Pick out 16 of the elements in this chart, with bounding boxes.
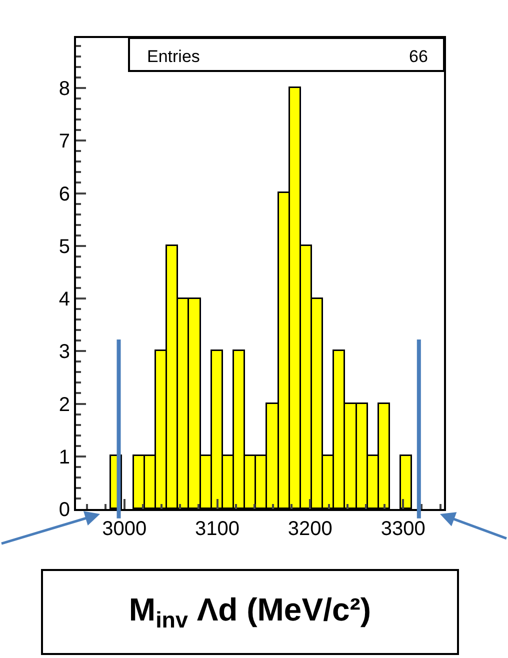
x-tick-label: 3100 <box>195 518 240 540</box>
y-tick-label: 7 <box>58 130 70 153</box>
x-axis-title: M$_{inv}$ Λd (MeV/c²) <box>128 592 372 632</box>
y-tick-label: 1 <box>58 446 70 468</box>
y-tick-label: 3 <box>58 341 70 364</box>
x-tick-label: 3300 <box>380 518 426 540</box>
y-tick-label: 8 <box>58 78 70 100</box>
y-tick-label: 6 <box>58 183 70 206</box>
y-tick-label: 5 <box>58 236 70 258</box>
annotation: Entries <box>147 47 200 66</box>
y-tick-label: 0 <box>58 499 70 521</box>
x-tick-label: 3200 <box>288 518 332 540</box>
annotation: 66 <box>409 47 428 66</box>
y-tick-label: 2 <box>58 394 70 416</box>
x-tick-label: 3000 <box>102 518 147 540</box>
y-tick-label: 4 <box>58 288 70 310</box>
